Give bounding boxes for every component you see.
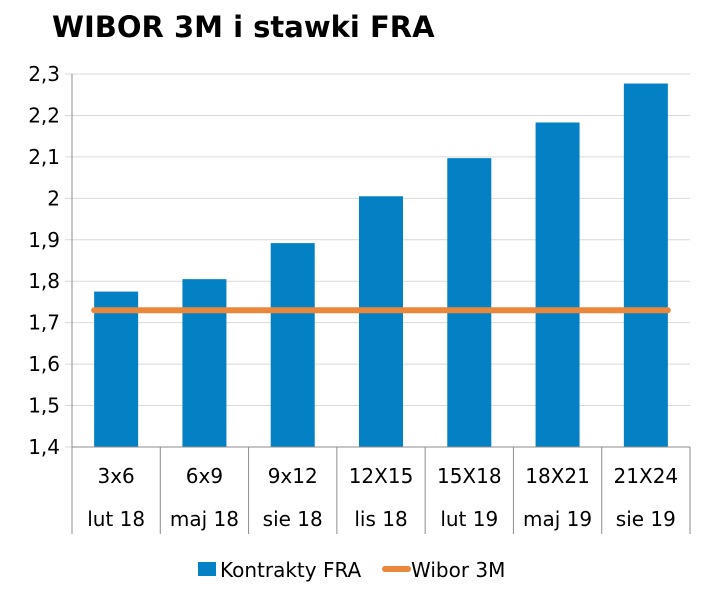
y-tick-labels: 1,4 1,5 1,6 1,7 1,8 1,9 2 2,1 2,2 2,3 — [28, 62, 60, 459]
y-tick-label: 2 — [47, 186, 60, 210]
y-tick-label: 1,6 — [28, 352, 60, 376]
y-tick-label: 1,7 — [28, 311, 60, 335]
axes — [71, 74, 691, 534]
bars — [94, 83, 668, 448]
legend-label-wibor-3m: Wibor 3M — [411, 558, 505, 582]
x-category-labels: 3x6 lut 18 6x9 maj 18 9x12 sie 18 12X15 lis 18 1… — [87, 464, 678, 531]
bar-kontrakty-fra — [535, 122, 580, 448]
x-subcategory-label: lis 18 — [354, 507, 407, 531]
bar-kontrakty-fra — [623, 83, 668, 447]
bar-kontrakty-fra — [182, 279, 227, 447]
y-tick-label: 1,5 — [28, 394, 60, 418]
bar-kontrakty-fra — [359, 196, 403, 447]
x-subcategory-label: sie 18 — [263, 507, 323, 531]
legend-label-kontrakty-fra: Kontrakty FRA — [220, 558, 362, 582]
x-subcategory-label: sie 19 — [616, 507, 676, 531]
legend: Kontrakty FRA Wibor 3M — [198, 558, 505, 582]
chart-title: WIBOR 3M i stawki FRA — [52, 10, 435, 44]
bar-kontrakty-fra — [447, 158, 492, 448]
y-tick-label: 2,1 — [28, 145, 60, 169]
y-tick-label: 2,2 — [28, 103, 60, 127]
x-category-label: 3x6 — [97, 464, 134, 488]
x-subcategory-label: maj 18 — [170, 507, 239, 531]
x-category-label: 9x12 — [268, 464, 318, 488]
x-subcategory-label: lut 18 — [87, 507, 145, 531]
x-subcategory-label: maj 19 — [523, 507, 592, 531]
x-category-label: 18X21 — [525, 464, 590, 488]
x-category-label: 6x9 — [186, 464, 223, 488]
y-tick-label: 1,4 — [28, 435, 60, 459]
x-subcategory-label: lut 19 — [440, 507, 498, 531]
legend-swatch-kontrakty-fra — [198, 562, 216, 576]
x-category-label: 15X18 — [437, 464, 502, 488]
y-tick-label: 1,8 — [28, 269, 60, 293]
bar-kontrakty-fra — [94, 291, 139, 447]
y-tick-label: 2,3 — [28, 62, 60, 86]
bar-kontrakty-fra — [270, 243, 315, 447]
x-category-label: 21X24 — [614, 464, 679, 488]
x-category-label: 12X15 — [349, 464, 414, 488]
y-tick-label: 1,9 — [28, 228, 60, 252]
